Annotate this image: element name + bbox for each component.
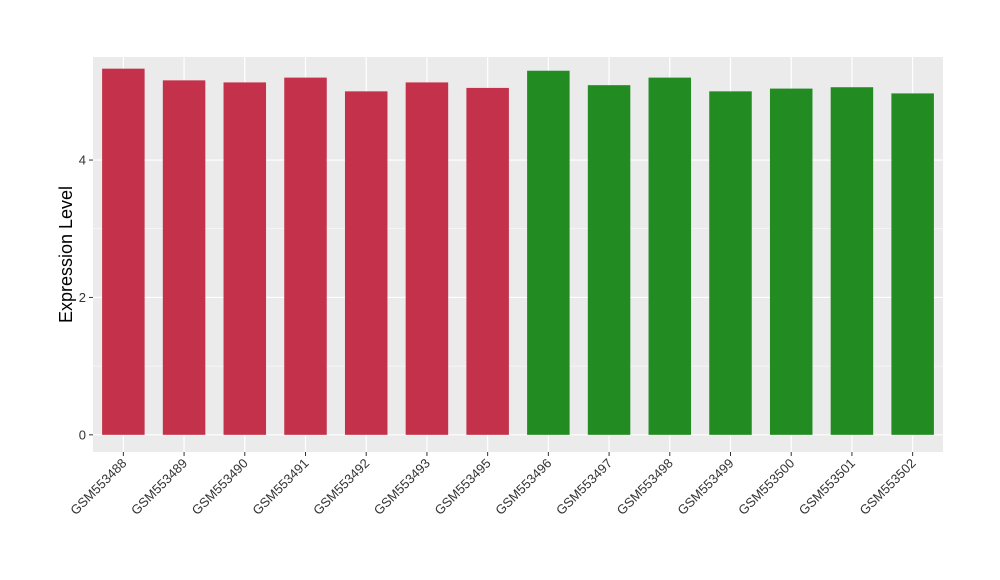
bar-GSM553491 [284, 77, 327, 435]
y-axis-title: Expression Level [56, 186, 76, 323]
x-tick-label: GSM553493 [371, 456, 433, 518]
bar-GSM553500 [769, 88, 813, 435]
x-tick-label: GSM553500 [735, 456, 797, 518]
bar-GSM553492 [344, 91, 388, 435]
x-tick-label: GSM553496 [492, 456, 554, 518]
x-tick-label: GSM553490 [189, 456, 251, 518]
bar-GSM553490 [223, 82, 267, 435]
y-axis: 0 2 4 [79, 153, 93, 442]
y-tick-label: 4 [79, 153, 86, 168]
x-tick-label: GSM553497 [553, 456, 615, 518]
x-tick-label: GSM553502 [857, 456, 919, 518]
x-tick-label: GSM553501 [796, 456, 858, 518]
x-tick-label: GSM553498 [614, 456, 676, 518]
bar-GSM553498 [648, 77, 692, 435]
bar-GSM553489 [162, 80, 206, 435]
x-tick-label: GSM553488 [67, 456, 129, 518]
bar-GSM553499 [709, 91, 752, 435]
y-tick-label: 2 [79, 290, 86, 305]
bars [102, 68, 934, 435]
bar-GSM553497 [587, 85, 631, 435]
x-tick-label: GSM553492 [310, 456, 372, 518]
x-tick-label: GSM553499 [674, 456, 736, 518]
x-tick-label: GSM553495 [432, 456, 494, 518]
plot-panel [93, 57, 943, 452]
bar-GSM553502 [891, 93, 934, 435]
x-tick-label: GSM553491 [249, 456, 311, 518]
bar-GSM553496 [527, 70, 570, 435]
bar-GSM553495 [466, 87, 509, 435]
bar-GSM553501 [830, 87, 874, 435]
bar-GSM553493 [405, 82, 449, 435]
x-tick-label: GSM553489 [128, 456, 190, 518]
bar-GSM553488 [102, 68, 145, 435]
x-axis: GSM553488GSM553489GSM553490GSM553491GSM5… [67, 452, 919, 518]
y-tick-label: 0 [79, 427, 86, 442]
